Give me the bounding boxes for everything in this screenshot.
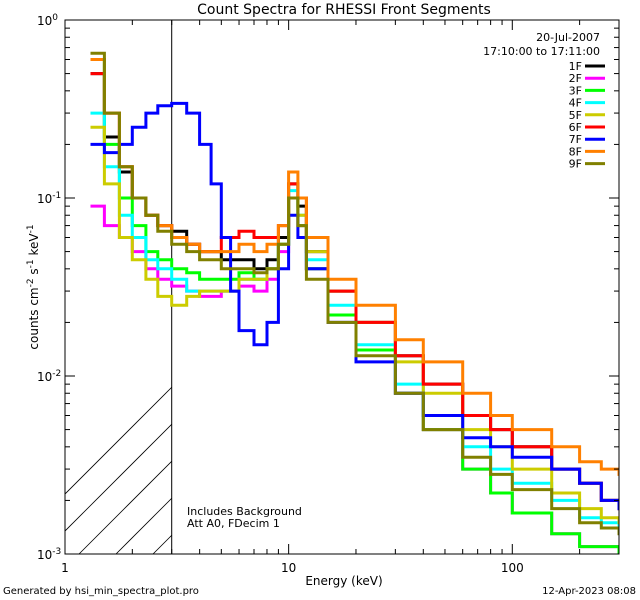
y-tick-label: 10-3 [37,547,61,562]
series-line-7F [90,101,619,511]
attenuator-hatch-region [65,20,640,554]
y-tick-label: 10-2 [37,369,61,384]
legend-label-1F: 1F [569,60,582,73]
x-axis-label: Energy (keV) [305,574,382,588]
plot-frame [64,19,620,555]
series-line-9F [90,51,619,536]
legend-label-8F: 8F [569,145,582,158]
legend-label-5F: 5F [569,109,582,122]
y-tick-label: 10-1 [37,191,61,206]
series-group [90,51,619,554]
footer-timestamp: 12-Apr-2023 08:08 [542,586,636,597]
y-tick-label: 100 [37,13,58,28]
legend-label-6F: 6F [569,121,582,134]
legend-label-9F: 9F [569,158,582,171]
axis-ticks [64,19,620,555]
x-tick-labels: 1 10 100 [61,561,524,575]
x-tick-label: 100 [501,561,524,575]
hatch-line [634,20,640,554]
chart-title: Count Spectra for RHESSI Front Segments [197,2,491,18]
annotation-background: Includes Background [187,505,302,518]
date-label: 20-Jul-2007 [536,31,600,44]
legend-label-3F: 3F [569,84,582,97]
legend-label-7F: 7F [569,133,582,146]
y-tick-labels: 100 10-1 10-2 10-3 [37,13,61,562]
footer-generated-by: Generated by hsi_min_spectra_plot.pro [3,586,199,597]
y-axis-label: counts cm-2 s-1 keV-1 [26,224,41,349]
legend-label-4F: 4F [569,97,582,110]
annotation-attenuator: Att A0, FDecim 1 [187,517,280,530]
x-tick-label: 1 [61,561,69,575]
time-range-label: 17:10:00 to 17:11:00 [483,45,600,58]
legend-label-2F: 2F [569,72,582,85]
x-tick-label: 10 [281,561,296,575]
